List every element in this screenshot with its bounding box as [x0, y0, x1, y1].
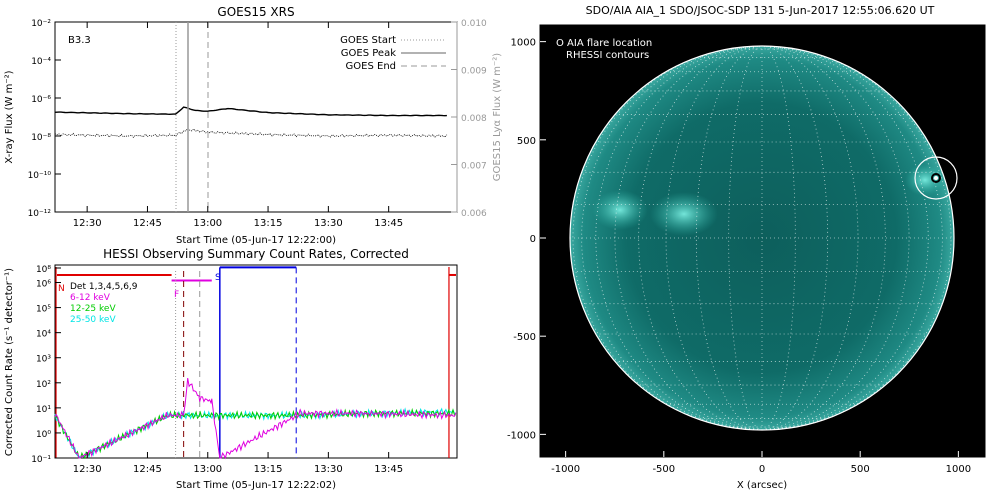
rhessi-contour-core: [934, 176, 938, 180]
grid-meridian: [638, 46, 763, 430]
grid-meridian: [761, 46, 929, 430]
aia-xtick-label: 0: [759, 464, 765, 475]
aia-ytick-label: -1000: [507, 430, 536, 441]
hessi-saa-marker: S: [215, 273, 221, 283]
hessi-xtick-label: 12:45: [133, 464, 162, 475]
hessi-flare-marker: F: [174, 290, 179, 300]
aia-xtick-label: 1000: [946, 464, 971, 475]
goes-y2tick-label: 0.009: [461, 67, 487, 77]
aia-active-regions: [592, 164, 945, 236]
goes-panel: GOES15 XRS B3.3 GOES Start GOES Peak GOE…: [4, 5, 503, 246]
goes-axes: 12:30 12:45 13:00 13:15 13:30 13:45 10⁻² 10⁻⁴ 10…: [28, 19, 487, 229]
grid-meridian: [595, 46, 763, 430]
aia-title: SDO/AIA AIA_1 SDO/JSOC-SDP 131 5-Jun-201…: [586, 4, 935, 17]
aia-xtick-label: 500: [851, 464, 870, 475]
goes-ytick-label: 10⁻⁶: [31, 95, 51, 105]
aia-legend-flare: O AIA flare location: [556, 38, 652, 49]
goes-xtick-label: 12:30: [73, 218, 102, 229]
goes-y2tick-label: 0.006: [461, 209, 487, 219]
goes-ytick-label: 10⁻⁴: [31, 57, 51, 67]
goes-ytick-label: 10⁻¹²: [28, 209, 52, 219]
active-region-west: [905, 164, 945, 196]
aia-ytick-label: 0: [530, 234, 536, 245]
grid-meridian: [761, 46, 886, 430]
hessi-ytick-label: 10¹: [36, 405, 51, 415]
goes-series-long: [54, 106, 447, 117]
hessi-ytick-label: 10⁶: [36, 280, 51, 290]
hessi-panel: HESSI Observing Summary Count Rates, Cor…: [4, 247, 458, 491]
hessi-axes: 12:30 12:45 13:00 13:15 13:30 13:45 10⁸ 10⁶ 10⁵ 1…: [31, 265, 403, 475]
hessi-xlabel: Start Time (05-Jun-17 12:22:02): [176, 480, 336, 491]
grid-meridian: [581, 46, 763, 430]
goes-xtick-label: 13:15: [254, 218, 283, 229]
goes-curves: [54, 106, 448, 139]
hessi-ytick-label: 10⁻¹: [31, 455, 51, 465]
hessi-ytick-label: 10⁴: [36, 330, 51, 340]
goes-series-short: [54, 128, 448, 139]
goes-xtick-label: 13:45: [374, 218, 403, 229]
hessi-ytick-label: 10⁸: [36, 265, 51, 275]
hessi-series-6-12-keV: [54, 378, 457, 460]
aia-axes: -1000 -500 0 500 1000 1000 500 0 -500 -1000: [507, 38, 971, 475]
goes-class-label: B3.3: [68, 35, 91, 46]
goes-y2tick-label: 0.008: [461, 114, 487, 124]
hessi-ytick-label: 10⁵: [36, 305, 51, 315]
aia-xtick-label: -500: [652, 464, 675, 475]
goes-xlabel: Start Time (05-Jun-17 12:22:00): [176, 235, 336, 246]
goes-y2tick-label: 0.010: [461, 19, 487, 29]
aia-xtick-label: -1000: [551, 464, 580, 475]
active-region-east-1: [592, 190, 648, 230]
goes-ylabel-left: X-ray Flux (W m⁻²): [4, 70, 15, 163]
goes-legend-end: GOES End: [346, 61, 396, 72]
goes-y2tick-label: 0.007: [461, 162, 487, 172]
hessi-title: HESSI Observing Summary Count Rates, Cor…: [103, 247, 409, 261]
hessi-xtick-label: 13:00: [193, 464, 222, 475]
hessi-plot-frame: [54, 264, 458, 459]
goes-ytick-label: 10⁻¹⁰: [28, 171, 52, 181]
goes-legend-start: GOES Start: [340, 35, 396, 46]
goes-xtick-label: 13:00: [193, 218, 222, 229]
aia-ytick-label: 1000: [511, 38, 536, 49]
hessi-night-marker: N: [58, 284, 65, 294]
aia-legend-rhessi: RHESSI contours: [566, 50, 649, 61]
active-region-east-2: [650, 192, 718, 236]
goes-plot-frame: [54, 21, 458, 213]
hessi-ytick-label: 10³: [36, 355, 51, 365]
grid-meridian: [728, 46, 763, 430]
hessi-legend-25-50: 25-50 keV: [70, 315, 116, 325]
hessi-ylabel: Corrected Count Rate (s⁻¹ detector⁻¹): [4, 268, 15, 456]
rhessi-contour: [931, 173, 941, 183]
hessi-xtick-label: 13:15: [254, 464, 283, 475]
goes-xtick-label: 12:45: [133, 218, 162, 229]
hessi-series-25-50-keV: [54, 407, 456, 459]
aia-ytick-label: 500: [517, 136, 536, 147]
aia-flare-location-circle: [914, 156, 958, 200]
goes-ytick-label: 10⁻²: [31, 19, 51, 29]
hessi-legend-12-25: 12-25 keV: [70, 304, 116, 314]
hessi-series-12-25-keV: [54, 407, 456, 460]
goes-event-lines: [175, 22, 209, 212]
hessi-ytick-label: 10²: [36, 380, 51, 390]
limb-circle: [569, 45, 955, 431]
goes-title: GOES15 XRS: [217, 5, 294, 19]
hessi-legend-6-12: 6-12 keV: [70, 293, 111, 303]
hessi-xtick-label: 12:30: [73, 464, 102, 475]
goes-ytick-label: 10⁻⁸: [31, 133, 51, 143]
hessi-ytick-label: 10⁰: [36, 430, 51, 440]
hessi-xtick-label: 13:30: [314, 464, 343, 475]
hessi-legend: Det 1,3,4,5,6,9 6-12 keV 12-25 keV 25-50…: [58, 273, 221, 325]
aia-xlabel: X (arcsec): [737, 480, 787, 491]
hessi-detectors: Det 1,3,4,5,6,9: [70, 282, 138, 292]
goes-legend-peak: GOES Peak: [341, 48, 396, 59]
aia-ytick-label: -500: [513, 332, 536, 343]
goes-xtick-label: 13:30: [314, 218, 343, 229]
goes-ylabel-right: GOES15 Lyα Flux (W m⁻²): [492, 53, 503, 181]
hessi-curves: [54, 266, 457, 460]
aia-panel: SDO/AIA AIA_1 SDO/JSOC-SDP 131 5-Jun-201…: [507, 4, 986, 491]
hessi-xtick-label: 13:45: [374, 464, 403, 475]
goes-legend: GOES Start GOES Peak GOES End: [340, 35, 446, 72]
